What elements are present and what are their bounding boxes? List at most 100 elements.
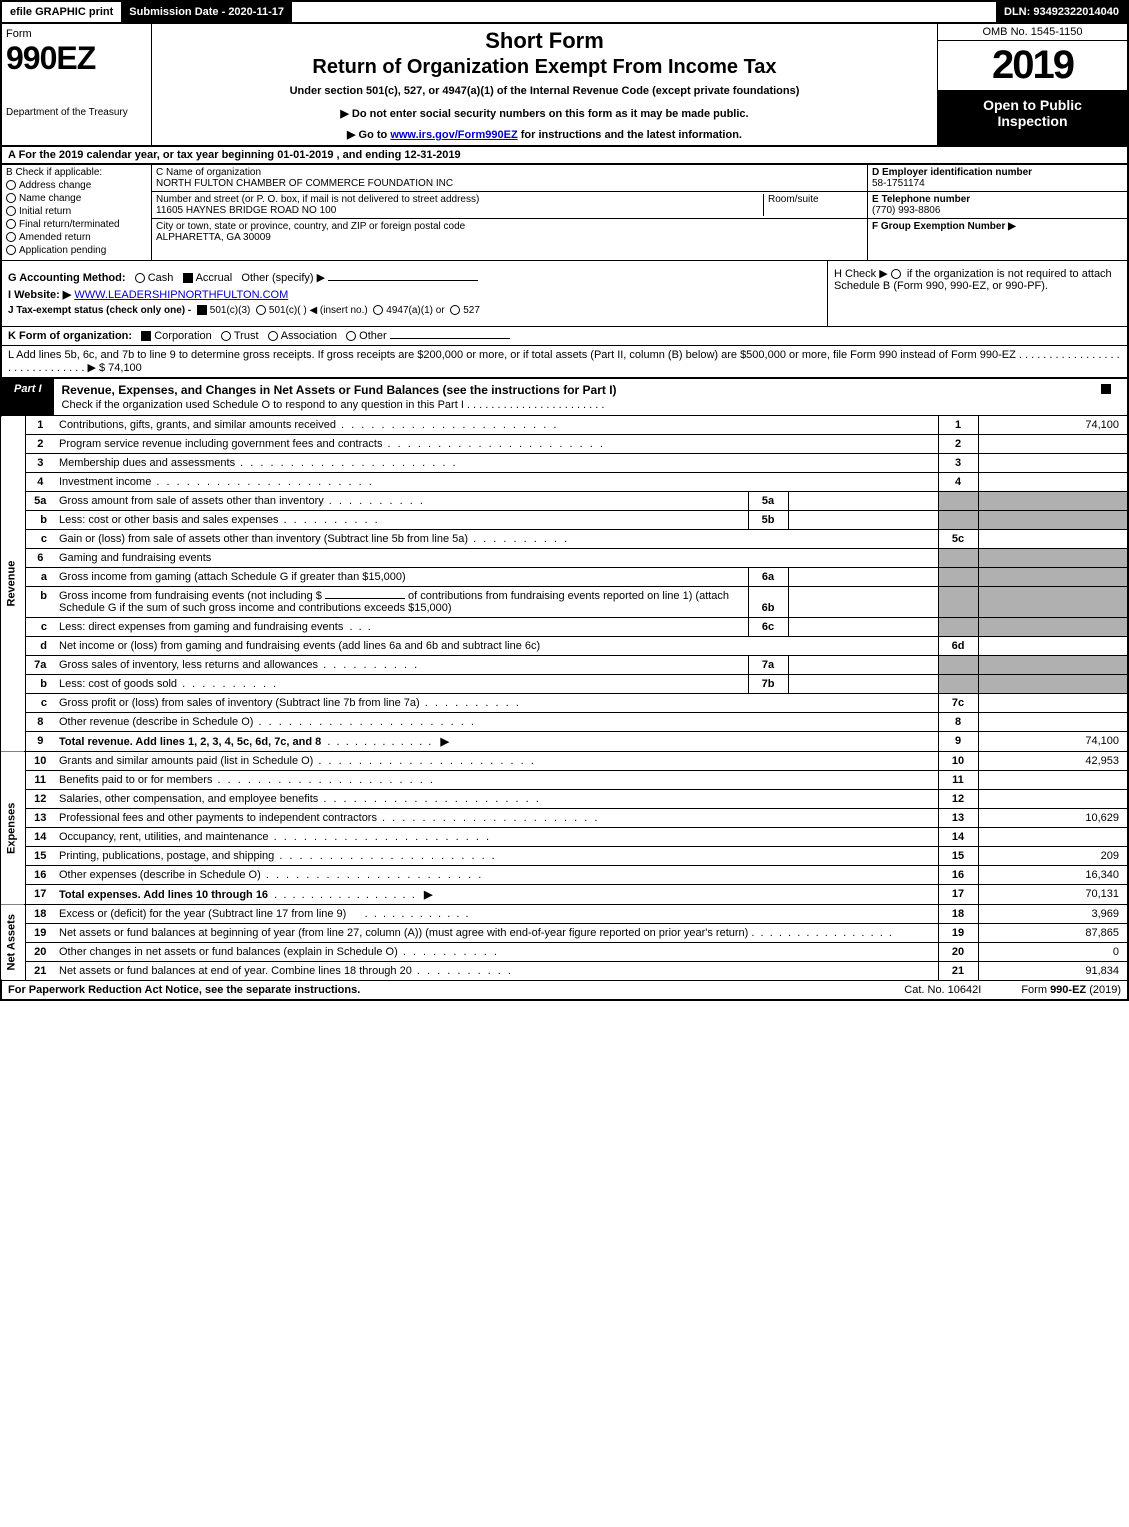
other-org-input[interactable] [390,338,510,339]
org-name-label: C Name of organization [156,167,261,178]
footer-form-ref: Form 990-EZ (2019) [1021,984,1121,996]
line-12-desc: Salaries, other compensation, and employ… [59,793,541,805]
other-org-radio[interactable] [346,331,356,341]
part-1-schedule-o-checkbox[interactable] [1101,384,1111,394]
line-18-value: 3,969 [978,905,1128,924]
footer-form-bold: 990-EZ [1050,984,1086,996]
line-7a-shade [938,656,978,675]
line-18-desc: Excess or (deficit) for the year (Subtra… [59,908,346,920]
line-7b-midval [788,675,938,694]
line-17-num: 17 [25,885,55,905]
address-change-checkbox[interactable] [6,180,16,190]
irs-link[interactable]: www.irs.gov/Form990EZ [390,129,517,141]
association-label: Association [281,330,337,342]
line-19-desc: Net assets or fund balances at beginning… [59,927,748,939]
cash-radio[interactable] [135,273,145,283]
line-1-rnum: 1 [938,416,978,435]
line-14-rnum: 14 [938,828,978,847]
line-17-value: 70,131 [978,885,1128,905]
line-6a-mid: 6a [748,568,788,587]
line-6b-mid: 6b [748,587,788,618]
form-word: Form [6,28,147,40]
line-20-num: 20 [25,943,55,962]
trust-radio[interactable] [221,331,231,341]
line-6-shadeval [978,549,1128,568]
website-link[interactable]: WWW.LEADERSHIPNORTHFULTON.COM [74,289,288,301]
amended-return-label: Amended return [19,232,91,243]
corporation-label: Corporation [154,330,211,342]
footer-notice: For Paperwork Reduction Act Notice, see … [8,984,360,996]
final-return-checkbox[interactable] [6,219,16,229]
527-radio[interactable] [450,305,460,315]
501c-label: 501(c)( ) ◀ (insert no.) [269,305,368,316]
line-6b-blank[interactable] [325,598,405,599]
line-7c-desc: Gross profit or (loss) from sales of inv… [59,697,521,709]
schedule-b-checkbox[interactable] [891,269,901,279]
section-b-checkboxes: B Check if applicable: Address change Na… [2,165,152,260]
line-3-value [978,454,1128,473]
application-pending-checkbox[interactable] [6,245,16,255]
initial-return-checkbox[interactable] [6,206,16,216]
tax-year: 2019 [938,41,1127,91]
line-6a-desc: Gross income from gaming (attach Schedul… [55,568,748,587]
identity-block: B Check if applicable: Address change Na… [0,165,1129,261]
name-change-checkbox[interactable] [6,193,16,203]
line-21-num: 21 [25,962,55,981]
line-4-desc: Investment income [59,476,374,488]
501c3-checkbox[interactable] [197,305,207,315]
other-specify-label: Other (specify) ▶ [241,272,325,284]
501c-radio[interactable] [256,305,266,315]
line-6d-num: d [25,637,55,656]
part-1-tag: Part I [2,379,54,415]
amended-return-checkbox[interactable] [6,232,16,242]
line-7a-shadeval [978,656,1128,675]
address-change-label: Address change [19,180,91,191]
line-5b-midval [788,511,938,530]
line-8-value [978,713,1128,732]
line-5a-shade [938,492,978,511]
line-5a-shadeval [978,492,1128,511]
other-specify-input[interactable] [328,280,478,281]
line-6c-num: c [25,618,55,637]
form-title-main: Return of Organization Exempt From Incom… [160,56,929,79]
line-9-num: 9 [25,732,55,752]
open-public-line1: Open to Public [983,97,1082,113]
line-5b-mid: 5b [748,511,788,530]
street-value: 11605 HAYNES BRIDGE ROAD NO 100 [156,205,763,216]
page-footer: For Paperwork Reduction Act Notice, see … [0,980,1129,1001]
website-label: I Website: ▶ [8,289,71,301]
line-5a-midval [788,492,938,511]
accounting-method-label: G Accounting Method: [8,272,126,284]
line-6a-shade [938,568,978,587]
group-exemption-label: F Group Exemption Number ▶ [872,221,1016,232]
org-name-value: NORTH FULTON CHAMBER OF COMMERCE FOUNDAT… [156,178,863,189]
row-l: L Add lines 5b, 6c, and 7b to line 9 to … [0,345,1129,377]
association-radio[interactable] [268,331,278,341]
trust-label: Trust [234,330,259,342]
line-6c-desc: Less: direct expenses from gaming and fu… [59,621,343,633]
line-12-num: 12 [25,790,55,809]
line-2-num: 2 [25,435,55,454]
line-6d-desc: Net income or (loss) from gaming and fun… [55,637,938,656]
4947-radio[interactable] [373,305,383,315]
line-7b-mid: 7b [748,675,788,694]
other-org-label: Other [359,330,387,342]
omb-number: OMB No. 1545-1150 [938,24,1127,41]
line-3-rnum: 3 [938,454,978,473]
city-value: ALPHARETTA, GA 30009 [156,232,863,243]
form-subtitle-code: Under section 501(c), 527, or 4947(a)(1)… [160,85,929,97]
tax-exempt-label: J Tax-exempt status (check only one) - [8,305,191,316]
corporation-checkbox[interactable] [141,331,151,341]
phone-label: E Telephone number [872,194,970,205]
line-21-value: 91,834 [978,962,1128,981]
line-11-num: 11 [25,771,55,790]
header-left: Form 990EZ Department of the Treasury [2,24,152,145]
line-2-desc: Program service revenue including govern… [59,438,605,450]
line-5c-value [978,530,1128,549]
accrual-checkbox[interactable] [183,273,193,283]
line-16-rnum: 16 [938,866,978,885]
application-pending-label: Application pending [19,245,106,256]
part-1-checkbox-cell [1087,379,1127,415]
section-c: C Name of organization NORTH FULTON CHAM… [152,165,867,260]
line-10-desc: Grants and similar amounts paid (list in… [59,755,536,767]
